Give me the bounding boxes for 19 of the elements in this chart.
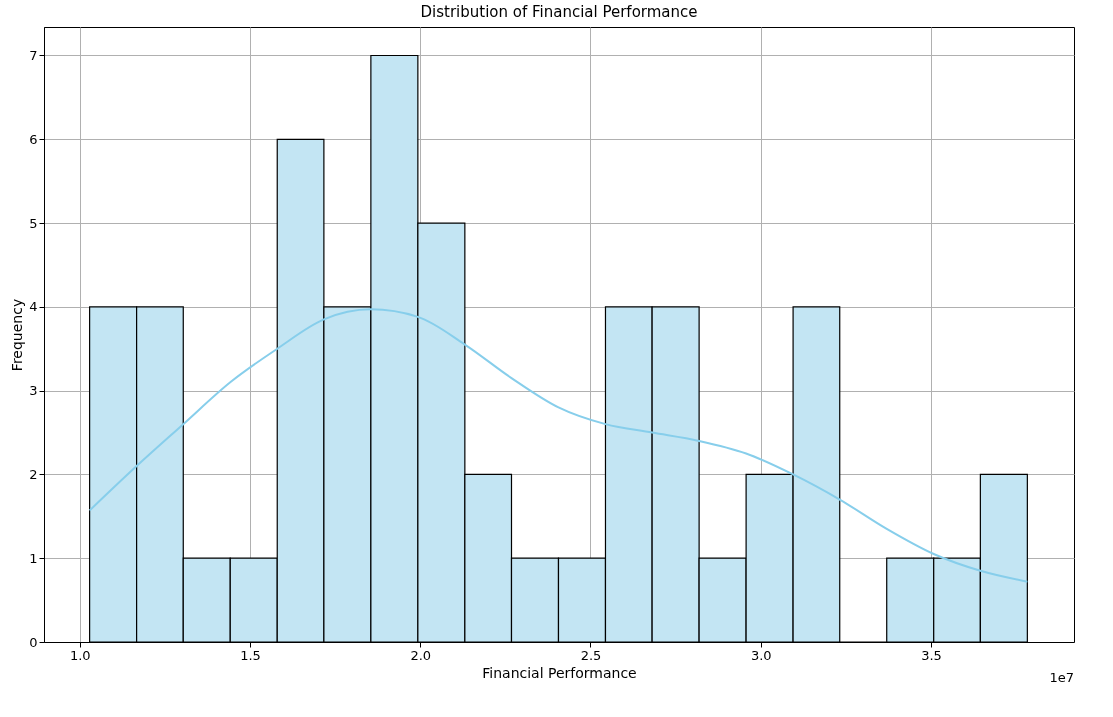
x-tick-label: 2.5: [580, 647, 602, 663]
y-tick-label: 0: [29, 634, 38, 650]
y-tick-label: 3: [29, 383, 38, 399]
x-tick-label: 2.0: [410, 647, 432, 663]
x-tick-label: 1.5: [240, 647, 261, 663]
chart-title: Distribution of Financial Performance: [420, 3, 698, 22]
x-tick-label: 3.0: [750, 647, 772, 663]
y-tick-label: 6: [29, 131, 38, 147]
x-tick-label: 1.0: [69, 647, 91, 663]
y-tick-label: 4: [29, 299, 38, 315]
y-tick-label: 2: [29, 466, 38, 482]
text: 1e7: [1049, 670, 1074, 685]
y-tick-label: 7: [29, 47, 38, 63]
y-tick-label: 1: [29, 550, 38, 566]
y-axis-title: Frequency: [9, 298, 26, 372]
line-series: [88, 308, 1029, 583]
x-axis-title: Financial Performance: [482, 664, 637, 681]
x-tick-label: 3.5: [921, 647, 942, 663]
y-tick-label: 5: [29, 215, 38, 231]
